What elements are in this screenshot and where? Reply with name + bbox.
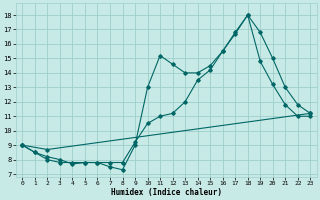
X-axis label: Humidex (Indice chaleur): Humidex (Indice chaleur) [111, 188, 222, 197]
